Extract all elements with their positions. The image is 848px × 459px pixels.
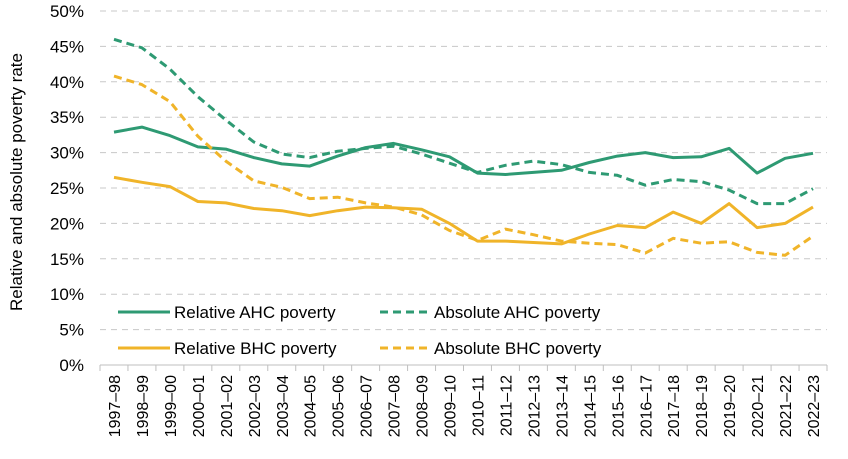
x-tick-label: 2005–06 [331,375,348,437]
x-tick-label: 2011–12 [498,375,515,436]
x-tick-label: 2006–07 [359,375,376,437]
x-tick-label: 1998–99 [135,375,152,437]
series-line-relative-ahc-poverty [113,125,814,176]
y-tick-label: 20% [50,214,84,233]
x-tick-label: 2007–08 [387,375,404,437]
legend-label-relative-ahc: Relative AHC poverty [174,303,336,322]
y-tick-label: 50% [50,2,84,21]
x-tick-label: 2008–09 [415,375,432,437]
x-tick-label: 2015–16 [610,375,627,437]
x-tick-label: 2020–21 [750,375,767,437]
y-tick-label: 45% [50,37,84,56]
x-tick-label: 2001–02 [219,375,236,437]
y-tick-label: 0% [59,356,84,375]
x-tick-label: 1999–00 [163,375,180,437]
x-tick-label: 2003–04 [275,375,292,437]
x-tick-label: 1997–98 [107,375,124,437]
legend: Relative AHC poverty Absolute AHC povert… [118,303,602,358]
axes: 0% 5% 10% 15% 20% 25% 30% 35% 40% 45% 50% 1997–98 19… [50,2,828,437]
gridlines [100,10,827,331]
x-tick-label: 2016–17 [638,375,655,437]
y-tick-label: 25% [50,179,84,198]
x-tick-label: 2014–15 [582,375,599,437]
y-tick-label: 5% [59,321,84,340]
y-tick-label: 30% [50,144,84,163]
y-tick-label: 10% [50,285,84,304]
series-lines [113,37,814,257]
y-tick-label: 15% [50,250,84,269]
x-tick-label: 2009–10 [443,375,460,437]
series-line-relative-bhc-poverty [113,175,814,246]
x-tick-label: 2019–20 [722,375,739,437]
legend-label-absolute-bhc: Absolute BHC poverty [434,339,602,358]
x-tick-label: 2013–14 [554,375,571,437]
y-tick-label: 35% [50,108,84,127]
x-tick-label: 2022–23 [806,375,823,437]
x-tick-label: 2002–03 [247,375,264,437]
x-tick-label: 2012–13 [526,375,543,437]
y-axis-label: Relative and absolute poverty rate [7,53,26,311]
x-tick-label: 2010–11 [470,375,487,436]
series-line-absolute-ahc-poverty [113,37,814,206]
x-tick-label: 2021–22 [778,375,795,437]
x-tick-label: 2017–18 [666,375,683,437]
series-line-absolute-bhc-poverty [113,74,814,257]
x-tick-label: 2004–05 [303,375,320,437]
y-tick-label: 40% [50,73,84,92]
legend-label-absolute-ahc: Absolute AHC poverty [434,303,601,322]
x-tick-label: 2000–01 [191,375,208,437]
legend-label-relative-bhc: Relative BHC poverty [174,339,337,358]
x-tick-label: 2018–19 [694,375,711,437]
